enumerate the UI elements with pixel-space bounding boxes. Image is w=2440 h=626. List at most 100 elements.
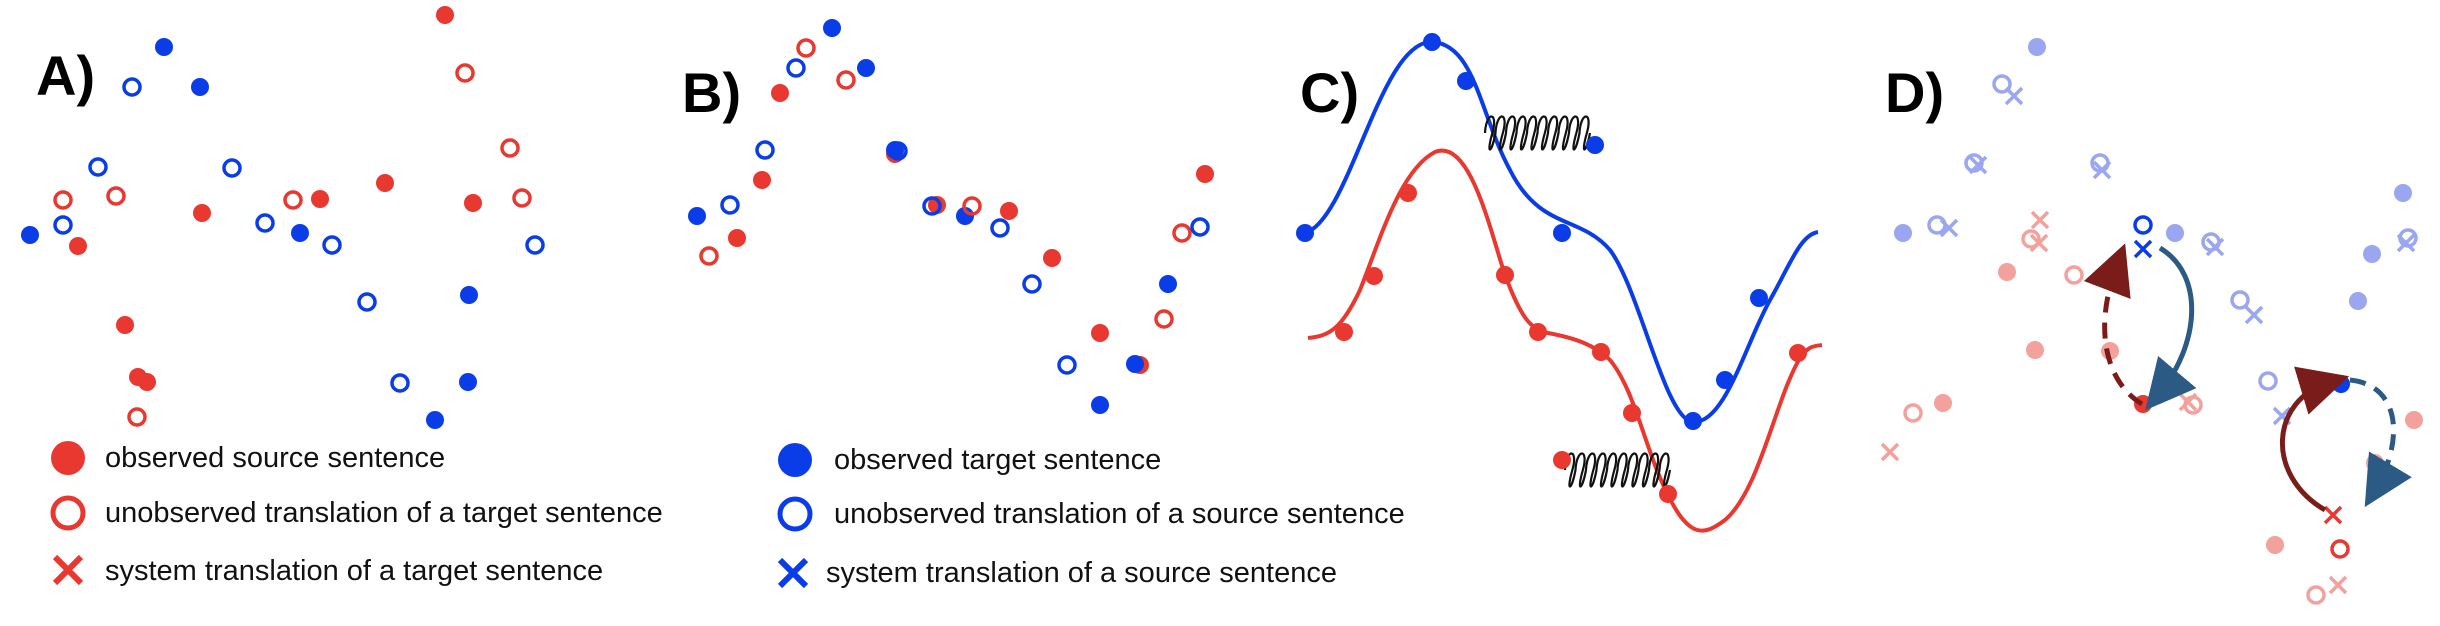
- observed-target-point: [191, 78, 209, 96]
- curve-point-target: [1296, 224, 1314, 242]
- panel-d-scatter: [1880, 38, 2423, 605]
- cycle-unobserved-source-translation: [2133, 215, 2153, 235]
- unobserved-source-translation-point: [720, 195, 740, 215]
- legend-system-target-marker: [52, 554, 84, 586]
- faded-system-source-translation-point: [2244, 305, 2264, 325]
- curve-point-source: [1496, 266, 1514, 284]
- unobserved-source-translation-point: [755, 140, 775, 160]
- observed-source-point: [1000, 202, 1018, 220]
- curve-point-source: [1592, 343, 1610, 361]
- unobserved-target-translation-point: [836, 70, 856, 90]
- faded-observed-source-point: [2026, 341, 2044, 359]
- observed-target-point: [688, 207, 706, 225]
- cycle-unobserved-target-translation: [2330, 539, 2350, 559]
- faded-system-source-translation-point: [2205, 237, 2225, 257]
- legend: observed source sentence unobserved tran…: [50, 441, 1405, 589]
- faded-observed-source-point: [2366, 454, 2384, 472]
- faded-system-source-translation-point: [2092, 160, 2112, 180]
- cycle-system-target-translation: [2323, 505, 2343, 525]
- unobserved-source-translation-point: [1057, 355, 1077, 375]
- observed-target-point: [1159, 275, 1177, 293]
- curve-point-source: [1529, 323, 1547, 341]
- unobserved-source-translation-point: [390, 373, 410, 393]
- observed-target-point: [291, 224, 309, 242]
- unobserved-target-translation-point: [1154, 309, 1174, 329]
- unobserved-source-translation-point: [525, 235, 545, 255]
- unobserved-source-translation-point: [357, 292, 377, 312]
- curve-point-target: [1684, 412, 1702, 430]
- curve-point-source: [1365, 267, 1383, 285]
- faded-system-target-translation-point: [2029, 233, 2049, 253]
- curve-point-source: [1659, 485, 1677, 503]
- observed-source-point: [1196, 165, 1214, 183]
- observed-source-point: [311, 190, 329, 208]
- observed-source-point: [193, 204, 211, 222]
- cycle-arrow-source-to-target: [2083, 243, 2144, 407]
- faded-system-source-translation-point: [2004, 86, 2024, 106]
- panel-label-c: C): [1300, 61, 1359, 124]
- unobserved-source-translation-point: [88, 157, 108, 177]
- cycle-arrow-back-to-source: [2145, 245, 2197, 411]
- observed-target-point: [426, 411, 444, 429]
- observed-target-point: [155, 38, 173, 56]
- curve-point-target: [1586, 136, 1604, 154]
- observed-source-point: [464, 194, 482, 212]
- observed-source-point: [129, 368, 147, 386]
- panel-a-scatter: [21, 6, 545, 429]
- observed-target-point: [460, 286, 478, 304]
- faded-observed-source-point: [2405, 411, 2423, 429]
- observed-source-point: [928, 196, 946, 214]
- curve-point-target: [1457, 72, 1475, 90]
- panel-label-b: B): [682, 61, 741, 124]
- observed-source-point: [1043, 249, 1061, 267]
- faded-unobserved-target-translation-point: [1903, 403, 1923, 423]
- legend-unobserved-source-translation: unobserved translation of a source sente…: [834, 498, 1405, 530]
- panel-d-arrows: [2083, 243, 2412, 513]
- faded-unobserved-source-translation-point: [2258, 371, 2278, 391]
- curve-point-source: [1789, 344, 1807, 362]
- curve-point-source: [1335, 323, 1353, 341]
- legend-unobserved-source-marker: [777, 496, 813, 532]
- panel-label-d: D): [1885, 61, 1944, 124]
- faded-unobserved-target-translation-point: [2064, 265, 2084, 285]
- curve-point-target: [1716, 371, 1734, 389]
- faded-system-target-translation-point: [2328, 575, 2348, 595]
- legend-observed-target-marker: [778, 443, 812, 477]
- faded-observed-source-point: [1998, 263, 2016, 281]
- unobserved-source-translation-point: [786, 58, 806, 78]
- legend-system-target-translation: system translation of a target sentence: [105, 555, 603, 587]
- faded-observed-source-point: [2266, 536, 2284, 554]
- observed-source-point: [1091, 324, 1109, 342]
- faded-system-target-translation-point: [1880, 442, 1900, 462]
- observed-source-point: [436, 6, 454, 24]
- red-curve: [1307, 148, 1823, 533]
- faded-unobserved-target-translation-point: [2021, 229, 2041, 249]
- observed-source-point: [116, 316, 134, 334]
- unobserved-source-translation-point: [1022, 274, 1042, 294]
- observed-source-point: [753, 171, 771, 189]
- legend-unobserved-target-marker: [50, 495, 86, 531]
- cycle-arrow-source-to-target-2: [2279, 366, 2350, 513]
- unobserved-source-translation-point: [990, 218, 1010, 238]
- observed-target-point: [823, 19, 841, 37]
- unobserved-source-translation-point: [122, 77, 142, 97]
- unobserved-target-translation-point: [283, 190, 303, 210]
- unobserved-target-translation-point: [512, 188, 532, 208]
- observed-source-point: [728, 229, 746, 247]
- observed-target-point: [459, 373, 477, 391]
- unobserved-target-translation-point: [127, 407, 147, 427]
- unobserved-source-translation-point: [53, 215, 73, 235]
- faded-unobserved-source-translation-point: [2230, 290, 2250, 310]
- faded-system-source-translation-point: [1939, 218, 1959, 238]
- panel-b-scatter: [688, 19, 1214, 414]
- panel-c-curves: [1296, 33, 1823, 533]
- curve-point-target: [1750, 289, 1768, 307]
- faded-observed-target-point: [2363, 245, 2381, 263]
- observed-target-point: [21, 226, 39, 244]
- faded-system-target-translation-point: [2178, 392, 2198, 412]
- spring-bottom-icon: [1563, 452, 1672, 488]
- unobserved-target-translation-point: [455, 63, 475, 83]
- unobserved-target-translation-point: [699, 246, 719, 266]
- unobserved-source-translation-point: [322, 235, 342, 255]
